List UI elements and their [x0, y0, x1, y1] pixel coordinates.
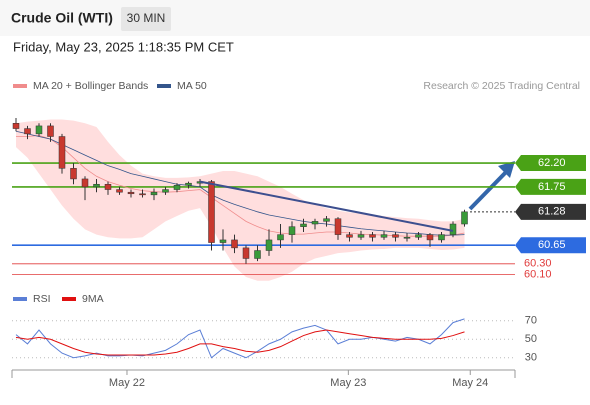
candle-body [35, 125, 43, 135]
candle-body [104, 183, 112, 190]
candle-body [254, 250, 261, 259]
legend-swatch [62, 297, 76, 301]
candle-body [311, 221, 319, 225]
forecast-arrow-head [498, 161, 515, 178]
level-label: 60.30 [524, 258, 552, 270]
y-tick-label: 50 [525, 333, 537, 345]
header-bar [0, 0, 590, 36]
level-label: 61.28 [538, 206, 566, 218]
candle-body [334, 218, 342, 235]
candle-body [449, 223, 457, 235]
candle-body [93, 183, 100, 188]
x-tick-label: May 23 [330, 377, 366, 389]
interval-box[interactable] [121, 7, 171, 31]
candle-body [346, 234, 353, 238]
candle-body [300, 223, 307, 227]
candle-body [208, 181, 215, 243]
candle-body [219, 239, 227, 243]
legend-label: MA 50 [177, 80, 207, 92]
level-box [515, 237, 586, 254]
level-label: 61.75 [538, 181, 566, 193]
candle-body [81, 178, 89, 188]
credit: Research © 2025 Trading Central [423, 80, 580, 92]
candle-body [24, 128, 31, 135]
candle-body [162, 189, 169, 193]
candle-body [47, 125, 54, 137]
y-tick-label: 70 [525, 315, 537, 327]
level-label: 60.10 [524, 268, 552, 280]
level-label: 60.65 [538, 239, 566, 251]
legend-label: RSI [33, 293, 51, 305]
legend-swatch [13, 84, 27, 88]
candle-body [231, 239, 238, 249]
candle-body [127, 191, 135, 195]
candle-body [288, 226, 296, 235]
x-tick-label: May 24 [452, 377, 488, 389]
candle-body [403, 237, 411, 239]
level-box [515, 203, 586, 220]
candle-body [357, 234, 365, 238]
legend-label: 9MA [82, 293, 104, 305]
candle-body [185, 182, 192, 186]
moving-average [15, 130, 465, 236]
bollinger-band [16, 119, 465, 281]
x-tick-label: May 22 [109, 377, 145, 389]
candle-body [173, 185, 181, 190]
candle-body [438, 234, 445, 241]
candle-body [323, 218, 330, 222]
candle-body [277, 234, 284, 241]
level-box [515, 155, 586, 172]
candle-body [265, 239, 273, 251]
candle-body [139, 193, 146, 196]
candle-body [380, 234, 388, 238]
candle-body [58, 136, 66, 169]
candle-body [116, 189, 123, 193]
indicator-line [15, 318, 465, 359]
timestamp: Friday, May 23, 2025 1:18:35 PM CET [13, 39, 234, 54]
candle-body [150, 191, 158, 196]
legend-swatch [157, 84, 171, 88]
candle-body [12, 123, 20, 129]
trendline [199, 180, 454, 232]
y-tick-label: 30 [525, 352, 537, 364]
candle-body [369, 234, 376, 238]
candle-body [426, 234, 434, 241]
candle-body [461, 211, 468, 225]
candle-body [242, 247, 250, 259]
title: Crude Oil (WTI) [11, 10, 113, 26]
candle-body [70, 168, 77, 180]
indicator-line [15, 329, 465, 356]
moving-average [16, 135, 465, 237]
legend-swatch [13, 297, 27, 301]
interval[interactable]: 30 MIN [127, 11, 166, 25]
level-box [515, 178, 586, 195]
level-label: 62.20 [538, 157, 566, 169]
forecast-arrow [468, 168, 510, 211]
candle-body [415, 234, 422, 238]
candle-body [392, 234, 399, 238]
legend-label: MA 20 + Bollinger Bands [33, 80, 148, 92]
